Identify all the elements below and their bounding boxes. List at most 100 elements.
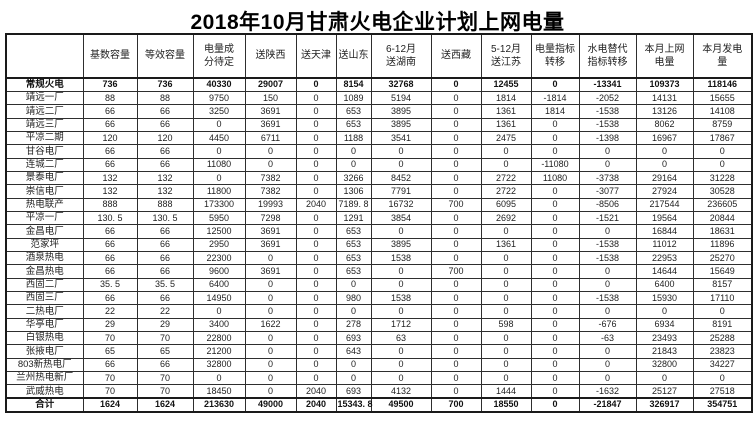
- value-cell: -13341: [578, 77, 637, 92]
- value-cell: 0: [530, 344, 580, 359]
- value-cell: 0: [295, 371, 337, 386]
- value-cell: 0: [430, 157, 482, 172]
- row-label: 金昌电厂: [5, 224, 84, 239]
- column-header: 水电替代 指标转移: [578, 33, 637, 79]
- value-cell: 0: [244, 357, 297, 373]
- value-cell: 22: [82, 304, 138, 319]
- value-cell: 1814: [530, 104, 580, 119]
- value-cell: 0: [295, 117, 337, 132]
- value-cell: 0: [430, 344, 482, 359]
- row-label: 803新热电厂: [5, 357, 84, 373]
- value-cell: 0: [295, 104, 337, 119]
- value-cell: 1361: [480, 104, 532, 119]
- table-row: 靖远二厂 66 66 3250 3691 0 653 3895 0 1361 1814 -1538 13…: [5, 104, 753, 119]
- value-cell: 0: [244, 304, 297, 319]
- value-cell: 1712: [370, 317, 432, 333]
- value-cell: 0: [530, 331, 580, 346]
- value-cell: 0: [295, 224, 337, 239]
- value-cell: 19564: [635, 210, 694, 226]
- value-cell: 32768: [370, 77, 432, 92]
- value-cell: 16732: [370, 197, 432, 212]
- value-cell: 66: [82, 117, 138, 132]
- value-cell: -1521: [578, 210, 637, 226]
- table-row: 金昌热电 66 66 9600 3691 0 653 0 700 0 0 0 14644 15649: [5, 264, 753, 279]
- value-cell: 0: [530, 264, 580, 279]
- total-row: 合计 1624 1624 213630 49000 2040 15343. 8 49500 70…: [5, 397, 753, 413]
- row-label: 靖远三厂: [5, 117, 84, 132]
- value-cell: 0: [480, 250, 532, 266]
- value-cell: 653: [335, 224, 372, 239]
- value-cell: 653: [335, 104, 372, 119]
- value-cell: 23823: [692, 344, 753, 359]
- table-body: 常规火电 736 736 40330 29007 0 8154 32768 0 12455 0 -13…: [5, 77, 753, 413]
- value-cell: 0: [295, 157, 337, 172]
- value-cell: 0: [370, 224, 432, 239]
- value-cell: 0: [530, 117, 580, 132]
- value-cell: 66: [136, 224, 194, 239]
- value-cell: 0: [530, 77, 580, 92]
- value-cell: 0: [244, 290, 297, 306]
- value-cell: 0: [295, 277, 337, 293]
- table-row: 武威热电 70 70 18450 0 2040 693 4132 0 1444 0 -1632 2512…: [5, 384, 753, 399]
- value-cell: 3541: [370, 130, 432, 146]
- value-cell: 0: [370, 357, 432, 373]
- value-cell: 2475: [480, 130, 532, 146]
- value-cell: 0: [692, 304, 753, 319]
- value-cell: 118146: [692, 77, 753, 92]
- value-cell: 49000: [244, 397, 297, 413]
- table-row: 崇信电厂 132 132 11800 7382 0 1306 7791 0 2722 0 -3077 2…: [5, 184, 753, 199]
- value-cell: 70: [82, 331, 138, 346]
- value-cell: 66: [136, 144, 194, 159]
- value-cell: 66: [82, 357, 138, 373]
- value-cell: 4132: [370, 384, 432, 399]
- value-cell: 12500: [192, 224, 246, 239]
- value-cell: 3400: [192, 317, 246, 333]
- value-cell: 0: [295, 264, 337, 279]
- row-label: 热电联产: [5, 197, 84, 212]
- value-cell: 0: [295, 290, 337, 306]
- value-cell: 8191: [692, 317, 753, 333]
- value-cell: 0: [244, 344, 297, 359]
- column-header: 等效容量: [136, 33, 194, 79]
- value-cell: -1538: [578, 290, 637, 306]
- value-cell: 3691: [244, 264, 297, 279]
- value-cell: 3895: [370, 104, 432, 119]
- value-cell: 0: [635, 144, 694, 159]
- value-cell: 15343. 8: [335, 397, 373, 413]
- value-cell: 0: [530, 130, 580, 146]
- value-cell: 0: [295, 237, 337, 252]
- value-cell: 888: [82, 197, 138, 212]
- column-header: 基数容量: [82, 33, 138, 79]
- row-label: 西固二厂: [5, 277, 84, 293]
- value-cell: 18631: [692, 224, 753, 239]
- value-cell: 7382: [244, 184, 297, 199]
- value-cell: 13126: [635, 104, 694, 119]
- value-cell: 0: [530, 317, 580, 333]
- value-cell: 66: [82, 237, 138, 252]
- value-cell: 4450: [192, 130, 246, 146]
- value-cell: 2692: [480, 210, 532, 226]
- value-cell: -8506: [578, 197, 637, 212]
- value-cell: 65: [82, 344, 138, 359]
- value-cell: 0: [192, 117, 246, 132]
- value-cell: 0: [692, 157, 753, 172]
- value-cell: 0: [692, 144, 753, 159]
- value-cell: 0: [370, 371, 432, 386]
- value-cell: 1538: [370, 290, 432, 306]
- row-label: 景泰电厂: [5, 170, 84, 186]
- value-cell: 0: [430, 384, 482, 399]
- value-cell: 0: [370, 157, 432, 172]
- table-row: 西固三厂 66 66 14950 0 0 980 1538 0 0 0 -1538 15930 17110: [5, 290, 753, 306]
- column-header: 送山东: [335, 33, 372, 79]
- value-cell: 0: [430, 290, 482, 306]
- value-cell: 0: [480, 371, 532, 386]
- column-header: 6-12月 送湖南: [370, 33, 432, 79]
- value-cell: 0: [192, 170, 246, 186]
- row-label: 常规火电: [5, 77, 84, 92]
- value-cell: 0: [192, 144, 246, 159]
- row-label: 崇信电厂: [5, 184, 84, 199]
- value-cell: 3895: [370, 117, 432, 132]
- value-cell: 598: [480, 317, 532, 333]
- value-cell: 34227: [692, 357, 753, 373]
- value-cell: 1089: [335, 90, 372, 106]
